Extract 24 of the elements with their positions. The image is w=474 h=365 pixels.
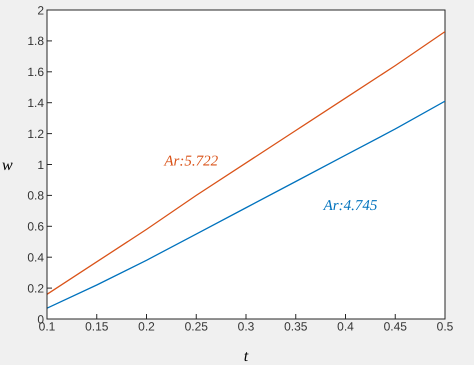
x-tick-label: 0.25 — [184, 320, 208, 334]
line-series — [47, 30, 445, 295]
x-tick-label: 0.3 — [238, 320, 255, 334]
y-tick-label: 0.8 — [27, 188, 44, 203]
x-tick-label: 0.2 — [138, 320, 156, 334]
x-axis-title: t — [244, 348, 249, 365]
y-tick-label: 1.4 — [27, 96, 44, 110]
y-axis-title: w — [2, 157, 13, 174]
x-tick-label: 0.35 — [284, 320, 308, 334]
x-tick-label: 0.45 — [384, 320, 408, 334]
x-tick-label: 0.15 — [85, 320, 109, 334]
y-tick-label: 0.2 — [27, 281, 44, 296]
y-tick-label: 2 — [37, 3, 44, 18]
series-label: Ar:4.745 — [322, 198, 378, 214]
y-tick-label: 1 — [37, 158, 44, 172]
line-series — [47, 100, 445, 309]
y-tick-label: 0.4 — [27, 250, 44, 264]
y-tick-label: 0.6 — [27, 220, 44, 234]
y-tick-label: 1.8 — [27, 34, 44, 48]
series-label: Ar:5.722 — [163, 153, 219, 170]
y-tick-label: 1.2 — [27, 126, 44, 141]
x-tick-label: 0.5 — [436, 320, 454, 334]
x-tick-label: 0.4 — [337, 320, 354, 334]
y-tick-label: 1.6 — [27, 65, 44, 80]
